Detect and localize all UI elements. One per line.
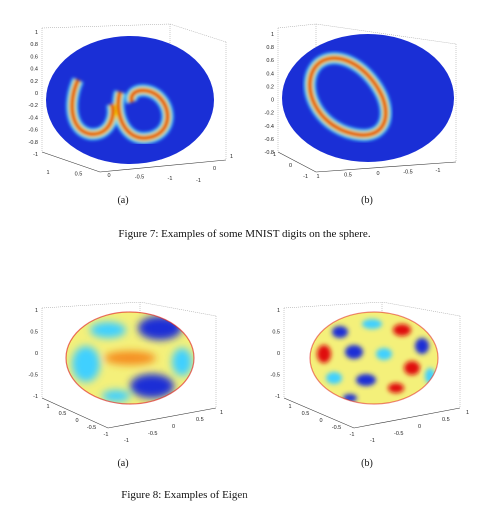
eigenfunction-surface bbox=[310, 312, 438, 404]
z-axis-tick-label: 0.6 bbox=[30, 54, 38, 60]
subfigure-label-7b: (b) bbox=[361, 195, 373, 206]
x-axis-tick-label: 1 bbox=[288, 404, 291, 410]
z-axis-tick-label: 0.2 bbox=[30, 79, 38, 85]
x-axis-tick-label: -1 bbox=[436, 168, 441, 174]
caption-fade-overlay bbox=[230, 488, 420, 500]
y-axis-tick-label: 0.5 bbox=[196, 417, 204, 423]
z-axis-tick-label: 1 bbox=[271, 32, 274, 38]
z-axis-tick-label: 0.8 bbox=[30, 42, 38, 48]
x-axis-tick-label: -0.5 bbox=[135, 175, 144, 181]
z-axis-tick-label: 0.5 bbox=[272, 330, 280, 336]
figure7-panel-a: 1 0.8 0.6 0.4 0.2 0 -0.2 -0.4 -0.6 -0.8 -1 1 0.5 0 -0… bbox=[20, 22, 245, 187]
x-axis-tick-label: 0.5 bbox=[302, 411, 310, 417]
x-axis-tick-label: 0 bbox=[107, 173, 110, 179]
figure8-caption: Figure 8: Examples of Eigen bbox=[121, 489, 248, 501]
x-axis-tick-label: -0.5 bbox=[332, 425, 341, 431]
z-axis-tick-label: -1 bbox=[275, 394, 280, 400]
y-axis-tick-label: -1 bbox=[124, 438, 129, 444]
x-axis-tick-label: -1 bbox=[104, 432, 109, 438]
x-axis-tick-label: 0 bbox=[319, 418, 322, 424]
x-axis-tick-label: 1 bbox=[46, 404, 49, 410]
figure7-panel-b: 1 0.8 0.6 0.4 0.2 0 -0.2 -0.4 -0.6 -0.8 1 0.5 0 -0.5… bbox=[256, 22, 481, 187]
subfigure-label-8a: (a) bbox=[117, 458, 129, 469]
x-axis-tick-label: 0.5 bbox=[59, 411, 67, 417]
z-axis-tick-label: -0.2 bbox=[29, 103, 38, 109]
x-axis-tick-label: 1 bbox=[316, 174, 319, 180]
z-axis-tick-label: -1 bbox=[33, 394, 38, 400]
z-axis-tick-label: 0.4 bbox=[30, 67, 38, 73]
z-axis-tick-label: 1 bbox=[35, 30, 38, 36]
x-axis-tick-label: 0 bbox=[376, 171, 379, 177]
x-axis-tick-label: 0.5 bbox=[75, 172, 83, 178]
digit-strokes bbox=[303, 52, 392, 142]
z-axis-tick-label: 0 bbox=[35, 351, 38, 357]
figure8-panel-b: 1 0.5 0 -0.5 -1 1 0.5 0 -0.5 -1 -1 -0.5 0 0.5 1 bbox=[262, 302, 487, 452]
y-axis-tick-label: -1 bbox=[370, 438, 375, 444]
y-axis-tick-label: -1 bbox=[303, 174, 308, 180]
z-axis-tick-label: 0.2 bbox=[266, 84, 274, 90]
z-axis-tick-label: -0.8 bbox=[265, 150, 274, 156]
z-axis-tick-label: 0.5 bbox=[30, 330, 38, 336]
x-axis-tick-label: 1 bbox=[46, 170, 49, 176]
y-axis-tick-label: -0.5 bbox=[148, 431, 157, 437]
z-axis-tick-label: -0.8 bbox=[29, 140, 38, 146]
y-axis-tick-label: 0 bbox=[172, 424, 175, 430]
z-axis-tick-label: 1 bbox=[35, 308, 38, 314]
x-axis-tick-label: 0 bbox=[75, 418, 78, 424]
z-axis-tick-label: -0.5 bbox=[29, 373, 38, 379]
x-axis-tick-label: 0.5 bbox=[344, 173, 352, 179]
z-axis-tick-label: -0.2 bbox=[265, 111, 274, 117]
eigenfunction-sphere-plot-a: 1 0.5 0 -0.5 -1 1 0.5 0 -0.5 -1 -1 -0.5 0 0.5 1 bbox=[29, 302, 223, 444]
z-axis-tick-label: -0.4 bbox=[29, 115, 38, 121]
z-axis-tick-label: 0.4 bbox=[266, 71, 274, 77]
z-axis-tick-label: 1 bbox=[277, 308, 280, 314]
x-axis-tick-label: -0.5 bbox=[87, 425, 96, 431]
figure8-panel-a: 1 0.5 0 -0.5 -1 1 0.5 0 -0.5 -1 -1 -0.5 0 0.5 1 bbox=[20, 302, 245, 452]
z-axis-tick-label: 0 bbox=[35, 91, 38, 97]
figure7-caption: Figure 7: Examples of some MNIST digits … bbox=[118, 228, 371, 240]
x-axis-tick-label: -0.5 bbox=[403, 170, 412, 176]
eigenfunction-surface bbox=[66, 312, 194, 404]
z-axis-tick-label: 0.8 bbox=[266, 45, 274, 51]
x-axis-tick-label: -1 bbox=[168, 176, 173, 182]
y-axis-tick-label: 0 bbox=[213, 166, 216, 172]
z-axis-tick-label: 0.6 bbox=[266, 58, 274, 64]
subfigure-label-8b: (b) bbox=[361, 458, 373, 469]
y-axis-tick-label: 0 bbox=[418, 424, 421, 430]
digit-strokes bbox=[66, 77, 174, 144]
z-axis-tick-label: 0 bbox=[277, 351, 280, 357]
y-axis-tick-label: 1 bbox=[230, 154, 233, 160]
z-axis-tick-label: -1 bbox=[33, 152, 38, 158]
z-axis-tick-label: -0.6 bbox=[265, 137, 274, 143]
z-axis-tick-label: -0.5 bbox=[271, 373, 280, 379]
y-axis-tick-label: 0 bbox=[289, 163, 292, 169]
z-axis-tick-label: 0 bbox=[271, 98, 274, 104]
z-axis-tick-label: -0.4 bbox=[265, 124, 274, 130]
y-axis-tick-label: 1 bbox=[273, 152, 276, 158]
y-axis-tick-label: 0.5 bbox=[442, 417, 450, 423]
mnist-sphere-plot-a: 1 0.8 0.6 0.4 0.2 0 -0.2 -0.4 -0.6 -0.8 -1 1 0.5 0 -0… bbox=[29, 23, 233, 184]
subfigure-label-7a: (a) bbox=[117, 195, 129, 206]
z-axis-tick-label: -0.6 bbox=[29, 128, 38, 134]
eigenfunction-sphere-plot-b: 1 0.5 0 -0.5 -1 1 0.5 0 -0.5 -1 -1 -0.5 0 0.5 1 bbox=[271, 302, 469, 444]
y-axis-tick-label: 1 bbox=[466, 410, 469, 416]
y-axis-tick-label: -1 bbox=[196, 178, 201, 184]
x-axis-tick-label: -1 bbox=[350, 432, 355, 438]
y-axis-tick-label: -0.5 bbox=[394, 431, 403, 437]
mnist-sphere-plot-b: 1 0.8 0.6 0.4 0.2 0 -0.2 -0.4 -0.6 -0.8 1 0.5 0 -0.5… bbox=[265, 23, 457, 180]
y-axis-tick-label: 1 bbox=[220, 410, 223, 416]
